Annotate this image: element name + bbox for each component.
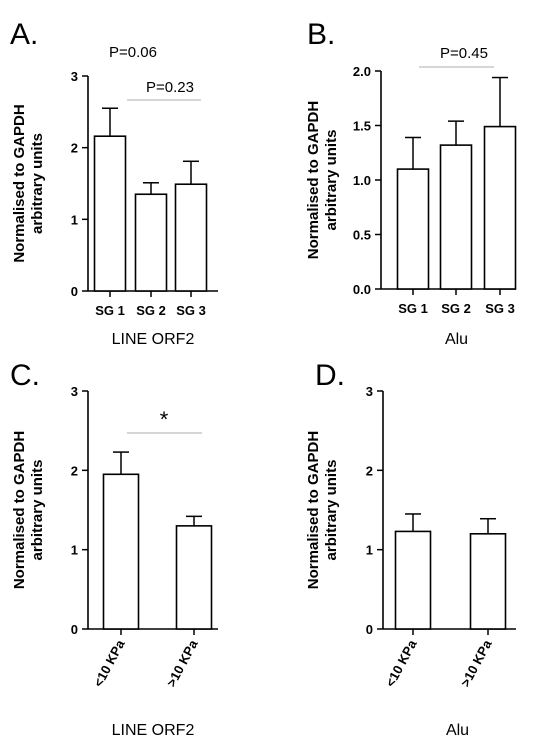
panel-c-y-tick-label: 1 [71, 543, 78, 558]
panel-d-y-axis-title-line1: Normalised to GAPDH [305, 431, 322, 589]
panel-c-y-axis-title-line1: Normalised to GAPDH [11, 431, 28, 589]
panel-d-bar [469, 532, 507, 630]
panel-b-y-tick-label: 2.0 [353, 64, 371, 79]
panel-b-bar [439, 144, 473, 290]
panel-c-bar [175, 525, 213, 630]
panel-a-bar [93, 135, 127, 292]
panel-c-y-axis-title: Normalised to GAPDHarbitrary units [11, 431, 46, 589]
panel-c-y-tick-label: 0 [71, 622, 78, 637]
panel-c-significance-star: * [160, 407, 169, 432]
panel-a-y-tick-label: 1 [71, 212, 78, 227]
panel-d-x-tick-label: <10 KPa [382, 637, 420, 690]
panel-a-p-value-label: P=0.06 [109, 44, 157, 61]
panel-a-x-tick-label: SG 1 [95, 303, 125, 318]
panel-a-bar [174, 183, 208, 292]
panel-c-y-tick-label: 3 [71, 384, 78, 399]
panel-a-y-axis-title: Normalised to GAPDHarbitrary units [11, 104, 46, 262]
panel-b-y-tick-label: 0.5 [353, 228, 371, 243]
panel-b-y-tick-label: 1.0 [353, 173, 371, 188]
panel-d-y-tick-label: 3 [366, 384, 373, 399]
panel-a-y-tick-label: 2 [71, 141, 78, 156]
panel-b-x-tick-label: SG 3 [485, 301, 515, 316]
panel-c-bar [102, 473, 140, 630]
panel-b-x-tick-label: SG 1 [398, 301, 428, 316]
panel-a-bar [134, 193, 168, 292]
panel-a-letter: A. [10, 18, 38, 51]
panel-a-y-axis-title-line2: arbitrary units [29, 133, 46, 234]
panel-b-p-value-label: P=0.45 [440, 45, 488, 62]
panel-a-x-tick-label: SG 3 [176, 303, 206, 318]
panel-b-y-axis-title-line1: Normalised to GAPDH [305, 101, 322, 259]
panel-a-y-axis-title-line1: Normalised to GAPDH [11, 104, 28, 262]
panel-c-x-axis-title: LINE ORF2 [112, 722, 195, 739]
panel-c-x-tick-label: >10 KPa [163, 637, 201, 690]
panel-c-y-tick-label: 2 [71, 463, 78, 478]
panel-b-x-axis-title: Alu [445, 331, 468, 348]
panel-c-x-tick-label: <10 KPa [90, 637, 128, 690]
panel-b-y-axis-title: Normalised to GAPDHarbitrary units [305, 101, 340, 259]
panel-a-p-value-label: P=0.23 [146, 79, 194, 96]
panel-a-x-tick-label: SG 2 [136, 303, 166, 318]
panel-d-y-tick-label: 1 [366, 543, 373, 558]
panel-a-y-tick-label: 0 [71, 284, 78, 299]
panel-b-y-axis-title-line2: arbitrary units [323, 130, 340, 231]
panel-d-y-axis-title-line2: arbitrary units [323, 460, 340, 561]
panel-c-letter: C. [10, 359, 40, 392]
panel-b-x-tick-label: SG 2 [441, 301, 471, 316]
panel-d-x-tick-label: >10 KPa [457, 637, 495, 690]
panel-a-x-axis-title: LINE ORF2 [112, 331, 195, 348]
panel-d-bar [394, 530, 432, 630]
panel-b-y-tick-label: 0.0 [353, 282, 371, 297]
panel-b-bar [483, 125, 517, 290]
panel-b-letter: B. [307, 18, 335, 51]
panel-d-y-axis-title: Normalised to GAPDHarbitrary units [305, 431, 340, 589]
panel-d-y-tick-label: 2 [366, 463, 373, 478]
panel-b-y-tick-label: 1.5 [353, 119, 371, 134]
panel-c-y-axis-title-line2: arbitrary units [29, 460, 46, 561]
panel-a-y-tick-label: 3 [71, 69, 78, 84]
panel-d-x-axis-title: Alu [446, 722, 469, 739]
panel-d-y-tick-label: 0 [366, 622, 373, 637]
panel-d-letter: D. [315, 359, 345, 392]
panel-b-bar [396, 168, 430, 290]
